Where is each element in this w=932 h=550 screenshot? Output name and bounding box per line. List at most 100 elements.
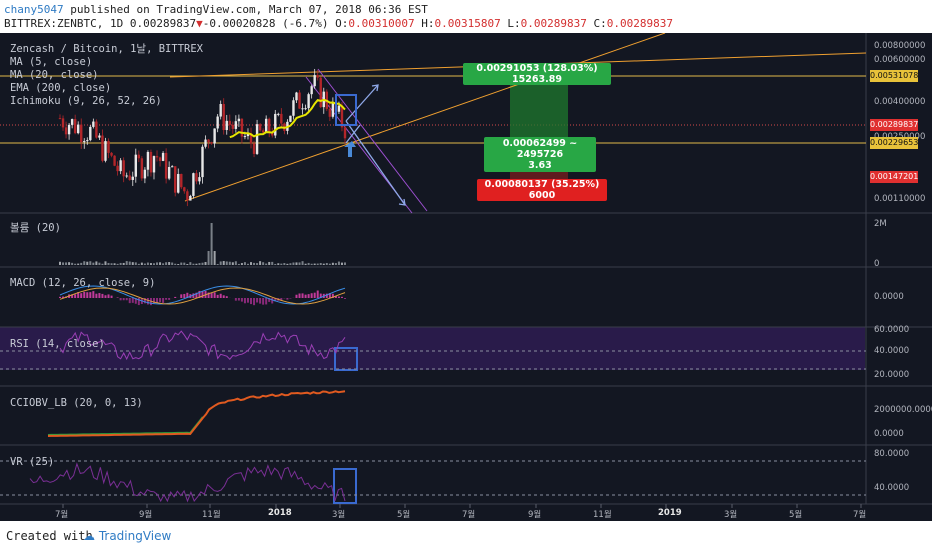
tradingview-logo[interactable]: ☁ TradingView: [83, 529, 172, 543]
macd-bar: [298, 293, 301, 298]
volume-bar: [168, 262, 171, 265]
volume-bar: [231, 262, 234, 265]
volume-bar: [237, 263, 240, 265]
volume-bar: [228, 261, 231, 265]
channel-line-upper[interactable]: [317, 68, 428, 212]
candle-body: [155, 156, 159, 158]
macd-bar: [62, 296, 65, 298]
rsi-legend[interactable]: RSI (14, close): [10, 338, 105, 350]
macd-bar: [74, 294, 77, 298]
macd-bar: [86, 292, 89, 298]
volume-bar: [268, 261, 271, 265]
cciobv-tick-top: 2000000.0000: [874, 405, 932, 415]
target-price-tag: 0.00531078: [870, 70, 919, 82]
macd-bar: [159, 298, 162, 303]
candle-body: [219, 104, 222, 117]
macd-bar: [243, 298, 246, 304]
volume-bar: [292, 262, 295, 265]
macd-bar: [89, 292, 92, 298]
macd-bar: [337, 296, 340, 298]
macd-bar: [180, 294, 183, 298]
volume-tick-top: 2M: [874, 219, 887, 229]
candle-body: [307, 94, 310, 109]
rsi-tick-20: 20.0000: [874, 370, 910, 380]
candle-body: [328, 108, 332, 117]
volume-bar: [201, 262, 204, 265]
macd-bar: [162, 298, 165, 303]
candle-body: [246, 133, 250, 137]
candle-body: [240, 118, 244, 137]
candle-body: [177, 173, 180, 193]
volume-bar: [177, 263, 180, 265]
macd-bar: [146, 298, 149, 305]
legend-ma5[interactable]: MA (5, close): [10, 56, 93, 68]
legend-ichimoku[interactable]: Ichimoku (9, 26, 52, 26): [10, 95, 162, 107]
macd-bar: [328, 293, 331, 298]
macd-bar: [262, 298, 265, 305]
highlight-box-price[interactable]: [335, 94, 357, 126]
candle-body: [58, 118, 62, 120]
macd-bar: [246, 298, 249, 303]
volume-bar: [119, 262, 122, 265]
candle-body: [261, 130, 265, 133]
macd-legend[interactable]: MACD (12, 26, close, 9): [10, 277, 156, 289]
macd-bar: [128, 298, 131, 304]
high-value: 0.00315807: [434, 17, 501, 30]
volume-bar: [271, 261, 274, 265]
macd-bar: [98, 293, 101, 298]
stop-price-tag: 0.00147201: [870, 171, 919, 183]
candle-body: [89, 126, 92, 141]
candle-body: [274, 113, 277, 136]
legend-ema200[interactable]: EMA (200, close): [10, 82, 112, 94]
candle-body: [149, 151, 153, 173]
candle-body: [137, 154, 141, 159]
highlight-box-rsi[interactable]: [334, 347, 358, 371]
candle-body: [67, 124, 71, 135]
legend-ma20[interactable]: MA (20, close): [10, 69, 99, 81]
volume-bar: [89, 261, 92, 265]
time-tick-label: 7월: [462, 510, 476, 520]
candle-body: [234, 121, 238, 129]
publish-line: chany5047 published on TradingView.com, …: [4, 3, 428, 16]
ohlc-line: BITTREX:ZENBTC, 1D 0.00289837▼-0.0002082…: [4, 17, 673, 30]
candle-body: [222, 104, 225, 131]
candle-body: [113, 155, 116, 166]
cciobv-legend[interactable]: CCIOBV_LB (20, 0, 13): [10, 397, 143, 409]
macd-bar: [250, 298, 253, 305]
time-tick-label: 3월: [332, 510, 346, 520]
time-tick-label: 11월: [593, 510, 612, 520]
up-arrow-icon: [344, 141, 356, 157]
highlight-box-vr[interactable]: [333, 468, 357, 504]
candle-body: [343, 127, 347, 139]
macd-bar: [222, 295, 225, 298]
chart-canvas[interactable]: Zencash / Bitcoin, 1날, BITTREX MA (5, cl…: [0, 33, 932, 521]
volume-bars: [59, 223, 346, 265]
volume-bar: [98, 262, 101, 265]
volume-bar: [222, 261, 225, 265]
ascending-trendline[interactable]: [184, 33, 666, 202]
candle-body: [292, 100, 295, 116]
macd-series: [59, 285, 346, 306]
candle-body: [164, 152, 168, 179]
macd-bar: [265, 298, 268, 305]
last-price: 0.00289837: [129, 17, 197, 30]
cciobv-line-green: [47, 416, 204, 436]
candle-body: [198, 177, 201, 182]
macd-bar: [280, 298, 283, 301]
author-link[interactable]: chany5047: [4, 3, 64, 16]
candle-body: [249, 133, 253, 144]
price-tick-2: 0.00600000: [874, 55, 926, 65]
volume-bar: [256, 263, 259, 265]
macd-bar: [225, 296, 228, 298]
candle-body: [340, 105, 344, 128]
volume-bar: [71, 262, 74, 265]
volume-legend[interactable]: 볼륨 (20): [10, 222, 61, 234]
macd-tick-zero: 0.0000: [874, 292, 904, 302]
macd-bar: [213, 292, 216, 298]
candle-body: [64, 127, 68, 135]
middle-label-line1: 0.00062499 ~ 2495726: [502, 138, 578, 160]
time-tick-label: 5월: [789, 510, 803, 520]
time-tick-label: 2018: [268, 508, 292, 518]
vr-legend[interactable]: VR (25): [10, 456, 55, 468]
candle-body: [255, 124, 259, 154]
